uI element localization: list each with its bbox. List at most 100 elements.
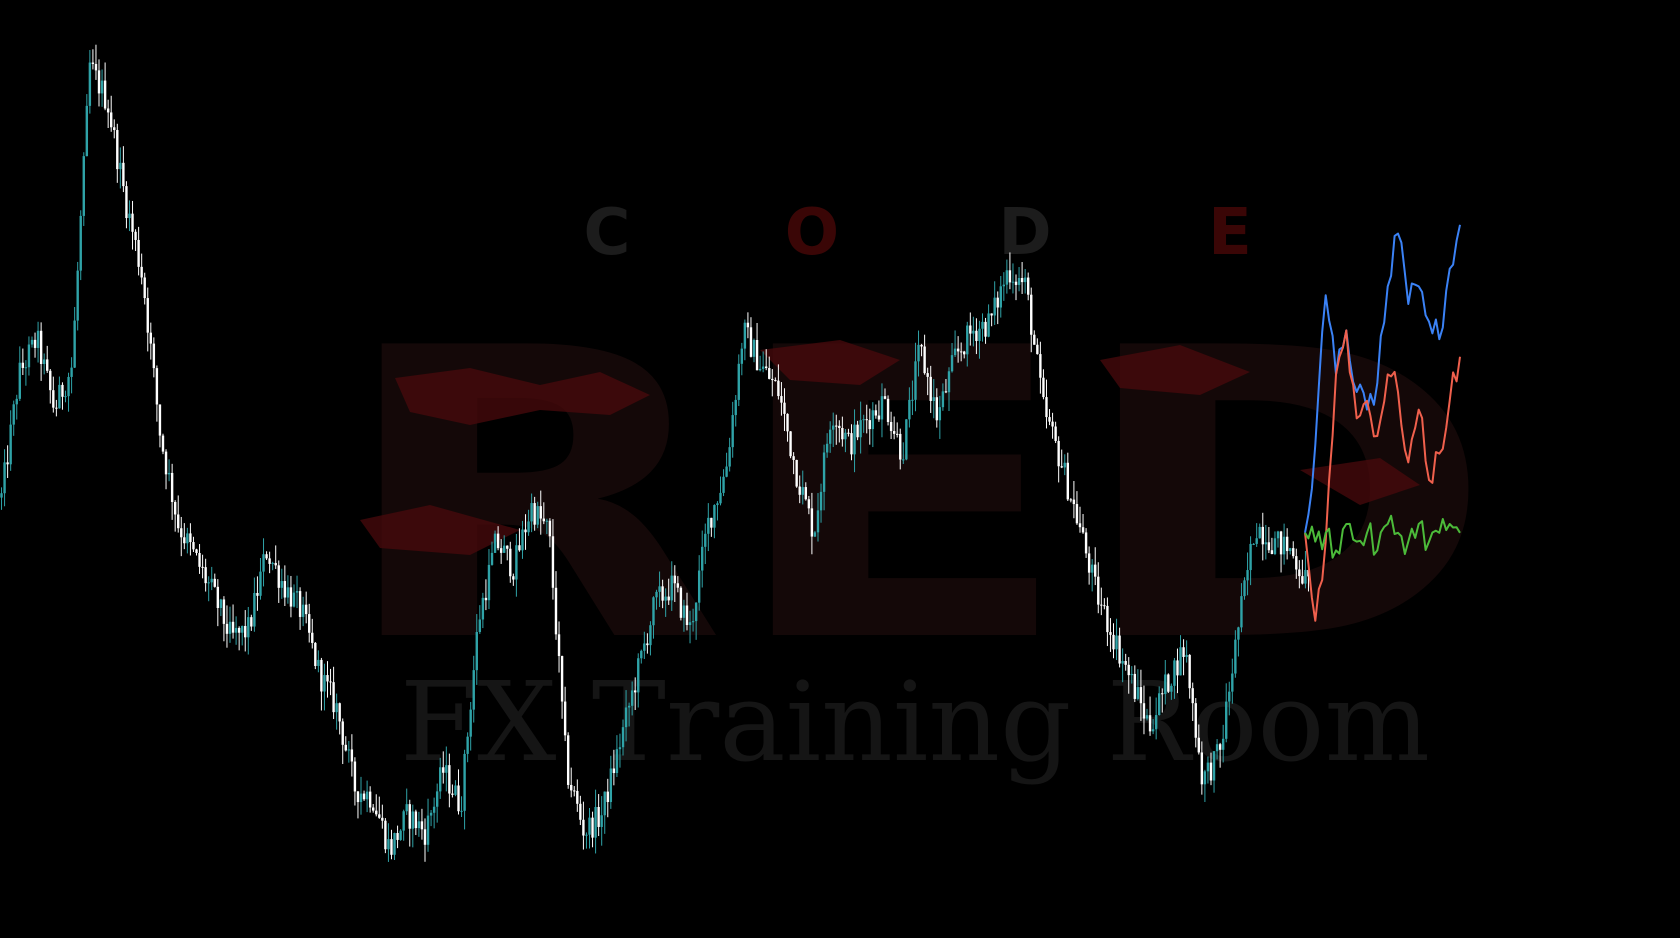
candle-bullish	[502, 545, 506, 553]
candle-bullish	[630, 690, 634, 706]
candle-bullish	[1215, 744, 1219, 752]
candle-bearish	[1295, 556, 1298, 570]
candle-bullish	[1063, 462, 1066, 468]
candle-bearish	[764, 366, 768, 369]
candle-bullish	[643, 643, 646, 651]
candle-bearish	[170, 472, 174, 502]
candle-bearish	[560, 656, 564, 702]
candle-bearish	[923, 346, 926, 374]
candle-bullish	[701, 546, 704, 571]
candle-bearish	[895, 433, 899, 435]
candle-bullish	[801, 487, 804, 495]
candle-bullish	[752, 340, 756, 357]
candle-bullish	[85, 105, 89, 157]
candle-bullish	[640, 650, 643, 659]
candle-bullish	[73, 320, 76, 368]
candle-bearish	[1176, 660, 1179, 676]
candle-bullish	[953, 348, 957, 356]
candle-bearish	[1039, 354, 1042, 378]
candle-bearish	[926, 373, 929, 377]
candle-bullish	[347, 749, 351, 751]
candle-bearish	[155, 368, 159, 405]
candle-bearish	[1109, 632, 1112, 635]
forecast-line-3	[1304, 514, 1461, 559]
candle-bullish	[24, 367, 28, 369]
candle-bearish	[1270, 550, 1274, 554]
candle-bearish	[52, 390, 55, 408]
candle-bullish	[1170, 685, 1173, 692]
candle-bullish	[234, 627, 238, 633]
candle-bearish	[1081, 527, 1085, 533]
candle-bullish	[947, 371, 951, 393]
candle-bearish	[1054, 426, 1057, 441]
candle-bullish	[914, 361, 917, 400]
candle-bearish	[929, 376, 932, 401]
candle-bearish	[786, 413, 789, 432]
candle-bullish	[816, 510, 820, 533]
candle-bullish	[253, 592, 256, 627]
candle-bullish	[761, 366, 765, 369]
candle-bullish	[740, 348, 744, 364]
candle-bearish	[21, 362, 25, 368]
candle-bullish	[981, 321, 984, 329]
forecast-line-2	[1304, 329, 1461, 622]
candle-bullish	[18, 362, 22, 399]
candle-bearish	[204, 567, 207, 584]
candle-bullish	[228, 621, 232, 634]
candle-bearish	[1100, 604, 1103, 606]
candle-bullish	[862, 419, 865, 421]
candle-bullish	[1276, 531, 1280, 539]
candle-bullish	[469, 709, 472, 737]
candle-bearish	[1133, 673, 1137, 699]
candle-bullish	[210, 578, 213, 583]
candle-bearish	[591, 817, 594, 838]
candle-bullish	[588, 817, 591, 835]
candle-bearish	[143, 277, 146, 299]
candle-bearish	[213, 578, 216, 587]
candle-bullish	[393, 833, 396, 855]
candle-bullish	[219, 599, 223, 608]
candle-bearish	[1069, 499, 1073, 501]
candle-bearish	[685, 605, 689, 626]
candle-bullish	[822, 452, 826, 492]
candle-bullish	[286, 587, 290, 598]
candle-bullish	[1252, 543, 1255, 545]
candle-bearish	[1118, 635, 1121, 664]
candle-bullish	[655, 591, 658, 598]
candle-bullish	[186, 533, 189, 544]
candle-bearish	[551, 536, 555, 588]
candle-bearish	[1261, 526, 1264, 545]
candle-bearish	[795, 459, 798, 487]
candle-bearish	[676, 583, 680, 588]
candle-bearish	[177, 514, 180, 529]
candle-bullish	[932, 397, 935, 401]
candle-bullish	[79, 215, 82, 271]
candle-bullish	[719, 492, 722, 504]
candle-bearish	[874, 410, 878, 416]
candle-bullish	[978, 328, 981, 342]
candle-bearish	[1020, 278, 1024, 283]
candle-bearish	[216, 586, 220, 608]
candle-bearish	[408, 804, 411, 829]
candle-bullish	[1185, 654, 1188, 657]
candle-bearish	[103, 80, 107, 109]
candle-bullish	[490, 552, 494, 565]
candle-bearish	[381, 817, 384, 821]
candle-bullish	[487, 564, 491, 601]
candle-bearish	[250, 617, 253, 627]
candle-bullish	[993, 297, 996, 316]
candle-bearish	[749, 327, 753, 357]
candle-bullish	[128, 213, 131, 219]
candle-bearish	[518, 545, 521, 551]
candle-bearish	[390, 839, 393, 855]
candle-bearish	[158, 404, 162, 436]
candle-bullish	[1017, 278, 1021, 285]
candle-bullish	[1136, 687, 1140, 699]
candle-bearish	[396, 833, 399, 840]
candle-bearish	[198, 553, 201, 567]
candle-bearish	[774, 380, 777, 382]
candle-bullish	[902, 459, 905, 461]
candle-bullish	[682, 605, 686, 618]
candle-bearish	[1106, 605, 1109, 633]
candle-bearish	[1014, 281, 1018, 285]
